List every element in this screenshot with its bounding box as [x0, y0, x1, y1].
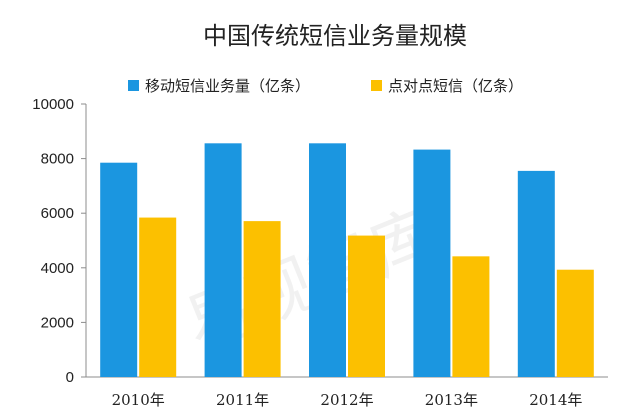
x-tick-label: 2012年 [320, 391, 373, 409]
x-tick-label: 2013年 [425, 391, 478, 409]
legend-swatch-mobile-sms [128, 80, 139, 91]
x-tick-label: 2011年 [216, 391, 269, 409]
x-axis-labels: 2010年 2011年 2012年 2013年 2014年 [112, 391, 583, 409]
legend-swatch-p2p-sms [371, 80, 382, 91]
bar-p2p-sms-4 [556, 269, 594, 377]
chart-title: 中国传统短信业务量规模 [203, 22, 467, 50]
y-tick-label: 10000 [32, 96, 74, 113]
bars [100, 143, 594, 377]
bar-mobile-sms-0 [100, 162, 138, 377]
bar-p2p-sms-0 [139, 217, 177, 377]
y-tick-label: 6000 [41, 205, 74, 222]
y-tick-label: 4000 [41, 260, 74, 277]
x-tick-label: 2014年 [529, 391, 582, 409]
bar-mobile-sms-2 [309, 143, 346, 377]
bar-p2p-sms-2 [348, 235, 385, 377]
y-axis-ticks: 0 2000 4000 6000 8000 10000 [32, 96, 86, 386]
legend-label-mobile-sms: 移动短信业务量（亿条） [145, 77, 310, 95]
bar-p2p-sms-3 [452, 256, 490, 377]
x-tick-label: 2010年 [112, 391, 165, 409]
bar-mobile-sms-4 [517, 170, 555, 377]
legend-label-p2p-sms: 点对点短信（亿条） [388, 77, 523, 95]
bar-p2p-sms-1 [243, 221, 281, 377]
bar-mobile-sms-1 [204, 143, 242, 377]
y-tick-label: 2000 [41, 314, 74, 331]
bar-mobile-sms-3 [413, 149, 451, 377]
y-tick-label: 8000 [41, 151, 74, 168]
y-tick-label: 0 [66, 369, 74, 386]
legend: 移动短信业务量（亿条） 点对点短信（亿条） [128, 77, 523, 95]
